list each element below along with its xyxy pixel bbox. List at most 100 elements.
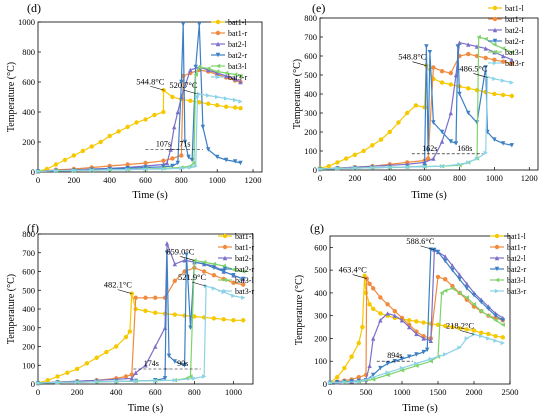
data-point-bat3-l (492, 42, 497, 47)
x-tick-label: 400 (110, 387, 123, 397)
data-point-bat1-l (161, 109, 166, 115)
panel-label: (d) (27, 1, 41, 15)
data-point-bat1-r (492, 57, 497, 62)
legend-label: bat1-r (505, 15, 524, 24)
data-point-bat2-l (448, 110, 453, 116)
data-point-bat1-l (215, 103, 220, 108)
data-point-bat3-r (464, 336, 469, 341)
series-line-bat3-r (319, 76, 512, 170)
data-point-bat1-l (74, 366, 80, 372)
series-line-bat3-r (37, 93, 241, 172)
data-point-bat1-l (448, 82, 453, 87)
data-point-bat1-l (231, 318, 236, 323)
x-tick-label: 600 (139, 175, 152, 185)
x-tick-label: 0 (318, 173, 322, 183)
data-point-bat1-l (413, 103, 419, 108)
series-line-bat1-l (329, 275, 503, 384)
data-point-bat2-r (193, 64, 198, 70)
data-point-bat2-l (439, 139, 445, 144)
y-tick-label: 500 (22, 285, 35, 295)
data-point-bat3-l (197, 64, 202, 70)
x-tick-label: 400 (103, 175, 116, 185)
x-tick-label: 1000 (486, 173, 503, 183)
data-point-bat2-r (166, 353, 172, 359)
data-point-bat1-r (356, 374, 361, 380)
legend-marker (492, 49, 498, 55)
data-point-bat3-r (317, 166, 323, 172)
data-point-bat2-l (392, 313, 397, 318)
data-point-bat1-l (479, 330, 484, 335)
x-tick-label: 1000 (394, 387, 411, 397)
data-point-bat1-r (153, 295, 158, 300)
legend-marker (494, 233, 500, 239)
annotation-label: 463.4°C (339, 265, 368, 275)
x-tick-label: 200 (349, 173, 362, 183)
data-point-bat2-l (223, 73, 229, 79)
legend-label: bat1-r (507, 243, 526, 252)
data-point-bat3-l (223, 70, 229, 76)
data-point-bat1-l (352, 152, 358, 157)
data-point-bat3-r (387, 165, 392, 170)
data-point-bat3-r (211, 286, 217, 291)
data-point-bat2-l (162, 325, 168, 330)
x-tick-label: 2500 (502, 387, 519, 397)
legend-marker (492, 16, 498, 22)
x-axis-label: Time (s) (132, 190, 168, 201)
data-point-bat1-l (241, 318, 246, 323)
data-point-bat1-l (89, 144, 94, 149)
chart-panel-g: (g) 0 500 1000 1500 2000 2500 0 100 200 300 400 500 6… (294, 221, 526, 414)
panel-label: (e) (312, 1, 325, 15)
data-point-bat2-r (349, 379, 354, 384)
data-point-bat1-l (107, 133, 112, 139)
y-tick-label: 600 (304, 51, 317, 61)
data-point-bat2-r (443, 258, 448, 264)
y-axis-label: Temperature (°C) (294, 275, 305, 345)
data-point-bat1-l (55, 374, 60, 379)
data-point-bat1-r (435, 274, 441, 280)
data-point-bat3-r (457, 162, 462, 167)
data-point-bat3-r (179, 166, 184, 171)
data-point-bat2-r (479, 299, 484, 305)
y-tick-label: 500 (304, 70, 317, 80)
y-tick-label: 600 (314, 242, 327, 252)
data-point-bat1-l (500, 335, 505, 340)
data-point-bat1-l (414, 319, 419, 324)
data-point-bat2-r (197, 22, 202, 27)
data-point-bat2-l (172, 261, 178, 267)
legend-label: bat2-l (235, 254, 254, 263)
data-point-bat2-l (500, 53, 506, 59)
y-tick-label: 400 (22, 304, 35, 314)
data-point-bat1-l (342, 365, 347, 371)
data-point-bat3-r (443, 352, 448, 357)
legend-label: bat2-r (505, 37, 524, 46)
y-tick-label: 600 (22, 267, 35, 277)
data-point-bat2-r (439, 129, 445, 135)
data-point-bat1-l (84, 361, 90, 366)
annotation-arrow (420, 245, 435, 251)
data-point-bat3-l (443, 288, 448, 293)
data-point-bat1-r (439, 69, 445, 74)
y-axis-label: Temperature (°C) (6, 274, 17, 344)
data-point-bat2-r (425, 347, 430, 353)
annotation-label: 486.5°C (459, 63, 488, 73)
data-point-bat2-r (500, 318, 505, 323)
data-point-bat3-l (241, 269, 246, 274)
annotation-arrow (183, 89, 198, 95)
plot-frame (329, 235, 511, 385)
legend-label: bat1-r (228, 29, 247, 38)
legend-marker (222, 233, 228, 239)
data-point-bat1-l (123, 334, 129, 340)
data-point-bat2-l (129, 376, 135, 381)
legend-marker (222, 244, 228, 250)
data-point-bat2-r (143, 165, 148, 170)
annotation-label: 588.6°C (406, 236, 435, 246)
data-point-bat2-r (223, 157, 229, 163)
legend-marker (494, 244, 500, 250)
data-point-bat3-r (74, 379, 80, 385)
data-point-bat1-l (152, 112, 157, 118)
data-point-bat3-l (457, 290, 462, 296)
data-point-bat1-r (443, 277, 448, 282)
y-tick-label: 100 (314, 356, 327, 366)
data-point-bat2-l (399, 318, 405, 323)
